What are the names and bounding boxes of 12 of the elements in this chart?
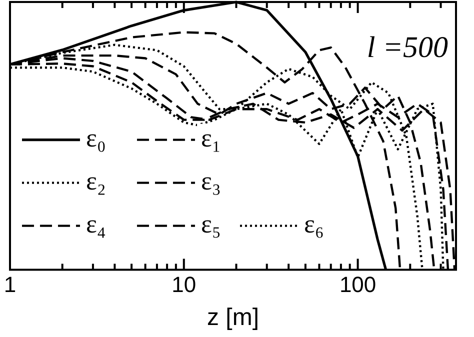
legend-label: ε₆	[304, 210, 324, 239]
x-tick-label: 1	[4, 272, 16, 298]
legend-label: ε₃	[201, 166, 221, 196]
legend-label: ε₅	[201, 210, 221, 239]
legend-label: ε₁	[201, 124, 221, 153]
legend-label: ε₄	[86, 210, 106, 239]
x-tick-label: 100	[339, 272, 376, 298]
x-axis-title: z [m]	[207, 304, 259, 332]
x-tick-label: 10	[172, 272, 196, 298]
legend-label: ε₂	[86, 166, 106, 196]
annotation: l =500	[366, 31, 448, 64]
legend-label: ε₀	[86, 124, 106, 153]
